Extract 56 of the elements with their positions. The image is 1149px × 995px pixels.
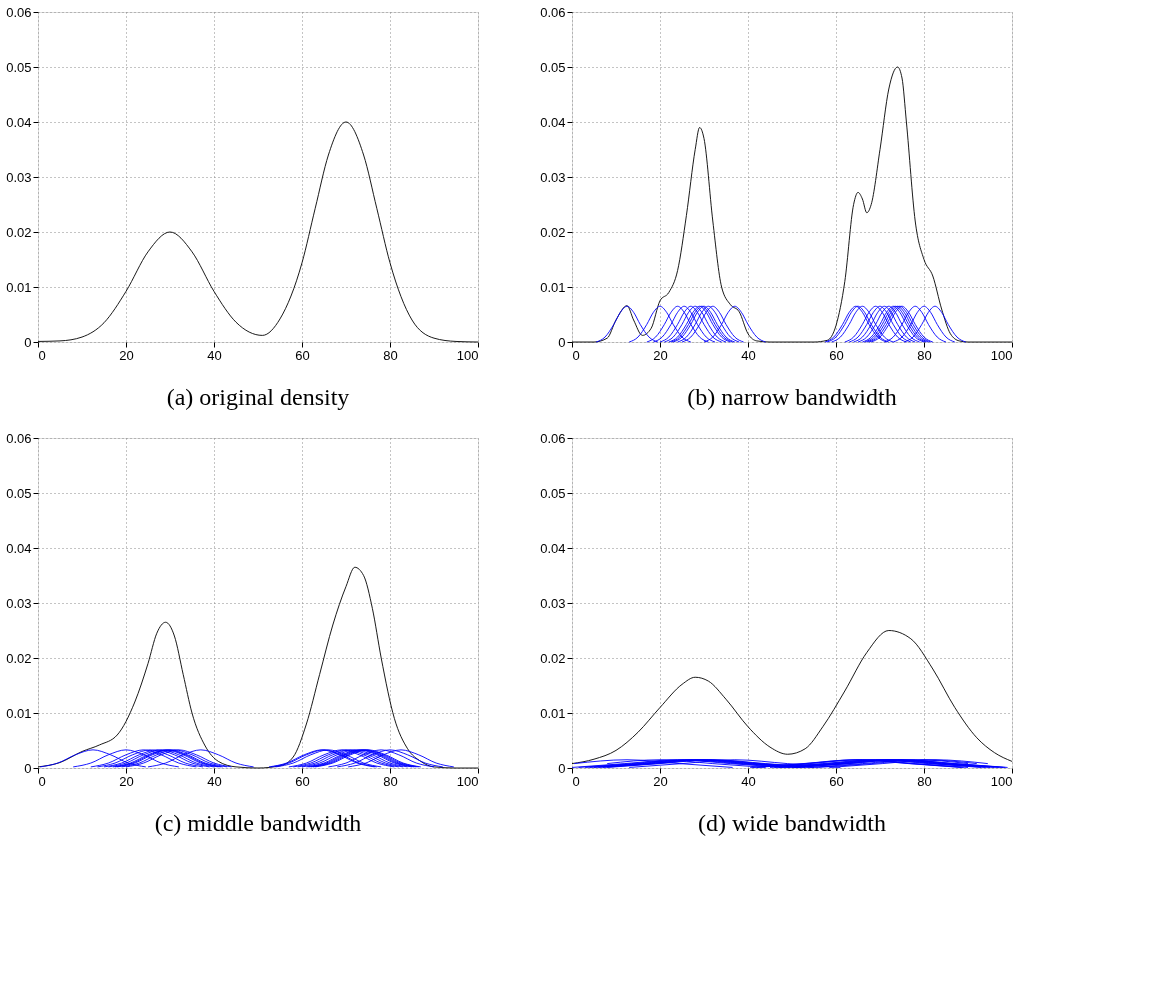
x-tick-label: 40 xyxy=(741,347,756,363)
y-tick-label: 0 xyxy=(24,334,32,350)
y-tick-label: 0.02 xyxy=(540,224,566,240)
y-tick-label: 0 xyxy=(558,760,566,776)
x-tick-label: 60 xyxy=(829,773,844,789)
x-tick-label: 40 xyxy=(207,347,222,363)
y-tick-label: 0.01 xyxy=(6,279,32,295)
x-tick-label: 80 xyxy=(383,773,398,789)
y-tick-label: 0.02 xyxy=(540,650,566,666)
y-tick-label: 0.01 xyxy=(6,705,32,721)
x-tick-label: 100 xyxy=(456,773,479,789)
x-tick-label: 80 xyxy=(383,347,398,363)
x-tick-label: 80 xyxy=(917,773,932,789)
x-tick-label: 0 xyxy=(572,347,580,363)
y-tick-label: 0.04 xyxy=(6,540,32,556)
x-tick-label: 40 xyxy=(207,773,222,789)
x-tick-label: 0 xyxy=(38,347,46,363)
text: (d) wide bandwidth xyxy=(698,810,886,836)
y-tick-label: 0.01 xyxy=(540,705,566,721)
x-tick-label: 100 xyxy=(990,347,1013,363)
y-tick-label: 0.02 xyxy=(6,650,32,666)
y-tick-label: 0.03 xyxy=(540,595,566,611)
y-tick-label: 0.03 xyxy=(6,595,32,611)
x-tick-label: 100 xyxy=(456,347,479,363)
y-tick-label: 0.05 xyxy=(6,59,32,75)
x-tick-label: 80 xyxy=(917,347,932,363)
y-tick-label: 0 xyxy=(24,760,32,776)
y-tick-label: 0.06 xyxy=(6,4,32,20)
x-tick-label: 20 xyxy=(119,347,134,363)
x-tick-label: 0 xyxy=(572,773,580,789)
text: (a) original density xyxy=(166,384,350,410)
y-tick-label: 0.01 xyxy=(540,279,566,295)
x-tick-label: 0 xyxy=(38,773,46,789)
text: (b) narrow bandwidth xyxy=(687,384,897,410)
x-tick-label: 20 xyxy=(653,773,668,789)
y-tick-label: 0.04 xyxy=(540,540,566,556)
y-tick-label: 0.04 xyxy=(540,114,566,130)
x-tick-label: 20 xyxy=(119,773,134,789)
y-tick-label: 0.05 xyxy=(540,485,566,501)
y-tick-label: 0.06 xyxy=(6,430,32,446)
x-tick-label: 40 xyxy=(741,773,756,789)
y-tick-label: 0.05 xyxy=(540,59,566,75)
y-tick-label: 0.03 xyxy=(540,169,566,185)
x-tick-label: 60 xyxy=(829,347,844,363)
y-tick-label: 0.02 xyxy=(6,224,32,240)
x-tick-label: 60 xyxy=(295,773,310,789)
x-tick-label: 60 xyxy=(295,347,310,363)
y-tick-label: 0.04 xyxy=(6,114,32,130)
y-tick-label: 0.06 xyxy=(540,430,566,446)
text: (c) middle bandwidth xyxy=(154,810,362,836)
y-tick-label: 0.03 xyxy=(6,169,32,185)
x-tick-label: 100 xyxy=(990,773,1013,789)
y-tick-label: 0.06 xyxy=(540,4,566,20)
y-tick-label: 0 xyxy=(558,334,566,350)
x-tick-label: 20 xyxy=(653,347,668,363)
y-tick-label: 0.05 xyxy=(6,485,32,501)
